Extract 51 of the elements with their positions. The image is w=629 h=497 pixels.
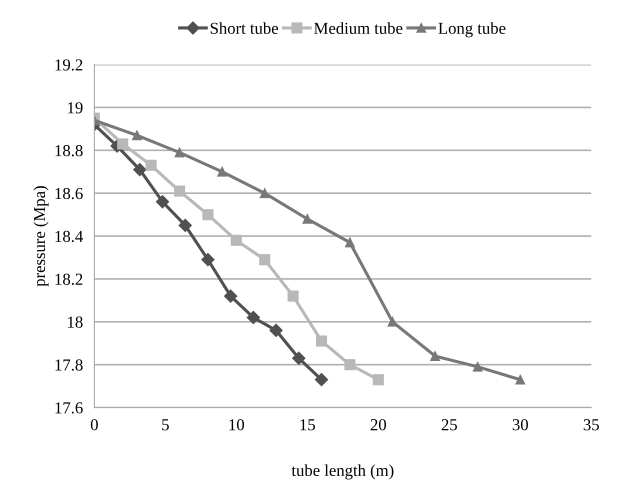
point <box>174 186 186 197</box>
point <box>259 254 270 266</box>
legend-label: Long tube <box>438 22 506 38</box>
point <box>288 290 299 302</box>
point <box>156 195 170 208</box>
point <box>246 310 260 324</box>
y-tick-label: 18.6 <box>56 188 83 200</box>
y-tick-label: 17.6 <box>56 402 83 414</box>
point <box>292 352 306 365</box>
x-tick-label: 0 <box>90 419 98 430</box>
x-tick-label: 10 <box>229 419 244 430</box>
y-tick-label: 18 <box>68 316 83 328</box>
point <box>269 324 283 337</box>
point <box>472 362 483 372</box>
point <box>117 138 128 150</box>
y-tick-label: 18.4 <box>56 230 83 242</box>
point <box>260 188 270 198</box>
point <box>344 359 356 370</box>
point <box>146 160 157 171</box>
y-tick-label: 18.2 <box>56 274 82 285</box>
x-tick-label: 5 <box>162 419 169 430</box>
point <box>178 218 192 232</box>
point <box>202 209 214 220</box>
y-axis-title: pressure (Mpa) <box>33 186 49 286</box>
y-tick-label: 19 <box>68 102 83 114</box>
point <box>372 374 384 386</box>
legend-label: Short tube <box>210 22 278 34</box>
point <box>132 130 142 140</box>
point <box>230 234 242 246</box>
point <box>133 163 146 176</box>
point <box>345 238 355 248</box>
point <box>217 166 227 177</box>
point <box>388 316 398 327</box>
point <box>430 351 440 361</box>
point <box>515 374 526 385</box>
point <box>302 214 312 224</box>
x-tick-label: 35 <box>584 419 599 430</box>
point <box>174 148 184 158</box>
point <box>314 373 328 386</box>
y-tick-label: 18.8 <box>56 145 83 156</box>
x-tick-label: 15 <box>300 419 315 430</box>
x-axis-title: tube length (m) <box>292 464 394 480</box>
legend-label: Medium tube <box>314 22 402 34</box>
point <box>224 290 238 303</box>
x-tick-label: 30 <box>512 419 528 430</box>
x-tick-label: 20 <box>370 419 386 430</box>
x-tick-label: 25 <box>442 419 457 430</box>
y-tick-label: 19.2 <box>56 59 82 71</box>
y-tick-label: 17.8 <box>56 359 83 371</box>
point <box>316 336 328 347</box>
point <box>201 253 215 266</box>
